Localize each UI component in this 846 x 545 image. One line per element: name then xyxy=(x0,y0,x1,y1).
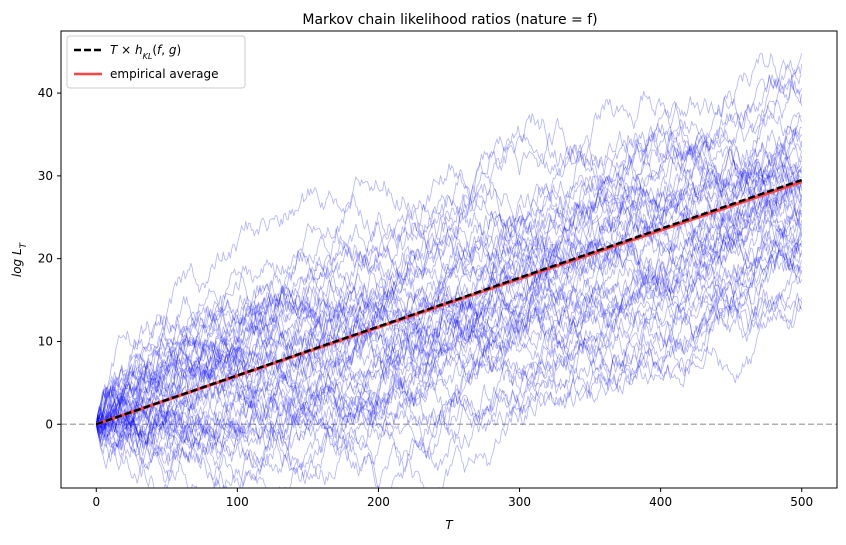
simulated-path xyxy=(95,59,802,474)
simulated-path xyxy=(95,149,803,425)
simulated-path xyxy=(95,253,803,472)
simulated-path xyxy=(95,118,803,435)
legend-empirical-label: empirical average xyxy=(110,67,219,81)
y-tick-label: 20 xyxy=(38,252,53,266)
plot-area xyxy=(61,52,837,488)
simulated-path xyxy=(95,59,803,470)
x-tick-label: 200 xyxy=(367,495,390,509)
y-axis-label: log LT xyxy=(10,241,29,277)
simulated-path xyxy=(96,192,802,426)
simulated-path xyxy=(95,255,803,483)
x-tick-label: 0 xyxy=(92,495,100,509)
simulated-path xyxy=(95,205,803,425)
simulated-path xyxy=(95,297,803,488)
simulated-path xyxy=(95,219,803,488)
simulated-path xyxy=(95,179,803,458)
simulated-path xyxy=(96,233,802,458)
simulated-path xyxy=(95,127,803,465)
simulated-path xyxy=(95,138,802,429)
simulated-path xyxy=(95,131,803,425)
y-axis: 0 10 20 30 40 xyxy=(38,86,61,431)
simulated-path xyxy=(95,165,803,425)
simulated-path xyxy=(95,180,803,425)
y-tick-label: 0 xyxy=(45,417,53,431)
simulated-path xyxy=(95,292,803,477)
simulated-path xyxy=(95,215,803,445)
simulated-path xyxy=(95,126,803,441)
simulated-path xyxy=(95,194,802,435)
chart-title: Markov chain likelihood ratios (nature =… xyxy=(302,12,597,28)
simulated-path xyxy=(96,183,802,430)
y-tick-label: 10 xyxy=(38,334,53,348)
simulated-path xyxy=(95,229,803,456)
y-tick-label: 40 xyxy=(38,86,53,100)
simulated-path xyxy=(95,184,803,480)
x-axis: 0 100 200 300 400 500 xyxy=(92,488,813,509)
simulated-path xyxy=(95,241,802,488)
simulated-path xyxy=(95,155,803,425)
simulated-path xyxy=(96,230,803,433)
simulated-path xyxy=(95,52,803,426)
y-tick-label: 30 xyxy=(38,169,53,183)
theoretical-kl-line xyxy=(95,178,803,426)
simulated-path xyxy=(96,141,803,482)
simulated-path xyxy=(96,184,802,448)
x-tick-label: 400 xyxy=(649,495,672,509)
simulated-path xyxy=(95,115,802,425)
x-tick-label: 100 xyxy=(226,495,249,509)
x-tick-label: 300 xyxy=(508,495,531,509)
simulated-path xyxy=(95,170,803,434)
simulated-path xyxy=(95,166,803,443)
simulated-path xyxy=(96,77,803,432)
simulated-path xyxy=(95,167,803,438)
simulated-path xyxy=(95,200,803,431)
simulated-path xyxy=(95,224,803,469)
simulated-path xyxy=(95,183,802,459)
plot-frame xyxy=(60,30,838,489)
x-tick-label: 500 xyxy=(790,495,813,509)
simulated-path xyxy=(95,142,802,488)
simulated-path xyxy=(95,81,803,425)
legend: T × hKL(f, g) empirical average xyxy=(66,35,246,89)
simulated-path xyxy=(95,147,803,442)
x-axis-label: T xyxy=(445,518,454,532)
simulated-path xyxy=(95,187,802,452)
legend-theoretical-label: T × hKL(f, g) xyxy=(110,43,181,61)
simulated-path xyxy=(95,128,803,457)
simulated-path xyxy=(95,109,803,488)
simulated-path xyxy=(95,189,803,425)
legend-box xyxy=(66,35,246,89)
simulated-path xyxy=(96,221,803,448)
simulated-path xyxy=(95,113,803,425)
simulated-path xyxy=(95,118,802,447)
simulated-path xyxy=(95,64,803,455)
